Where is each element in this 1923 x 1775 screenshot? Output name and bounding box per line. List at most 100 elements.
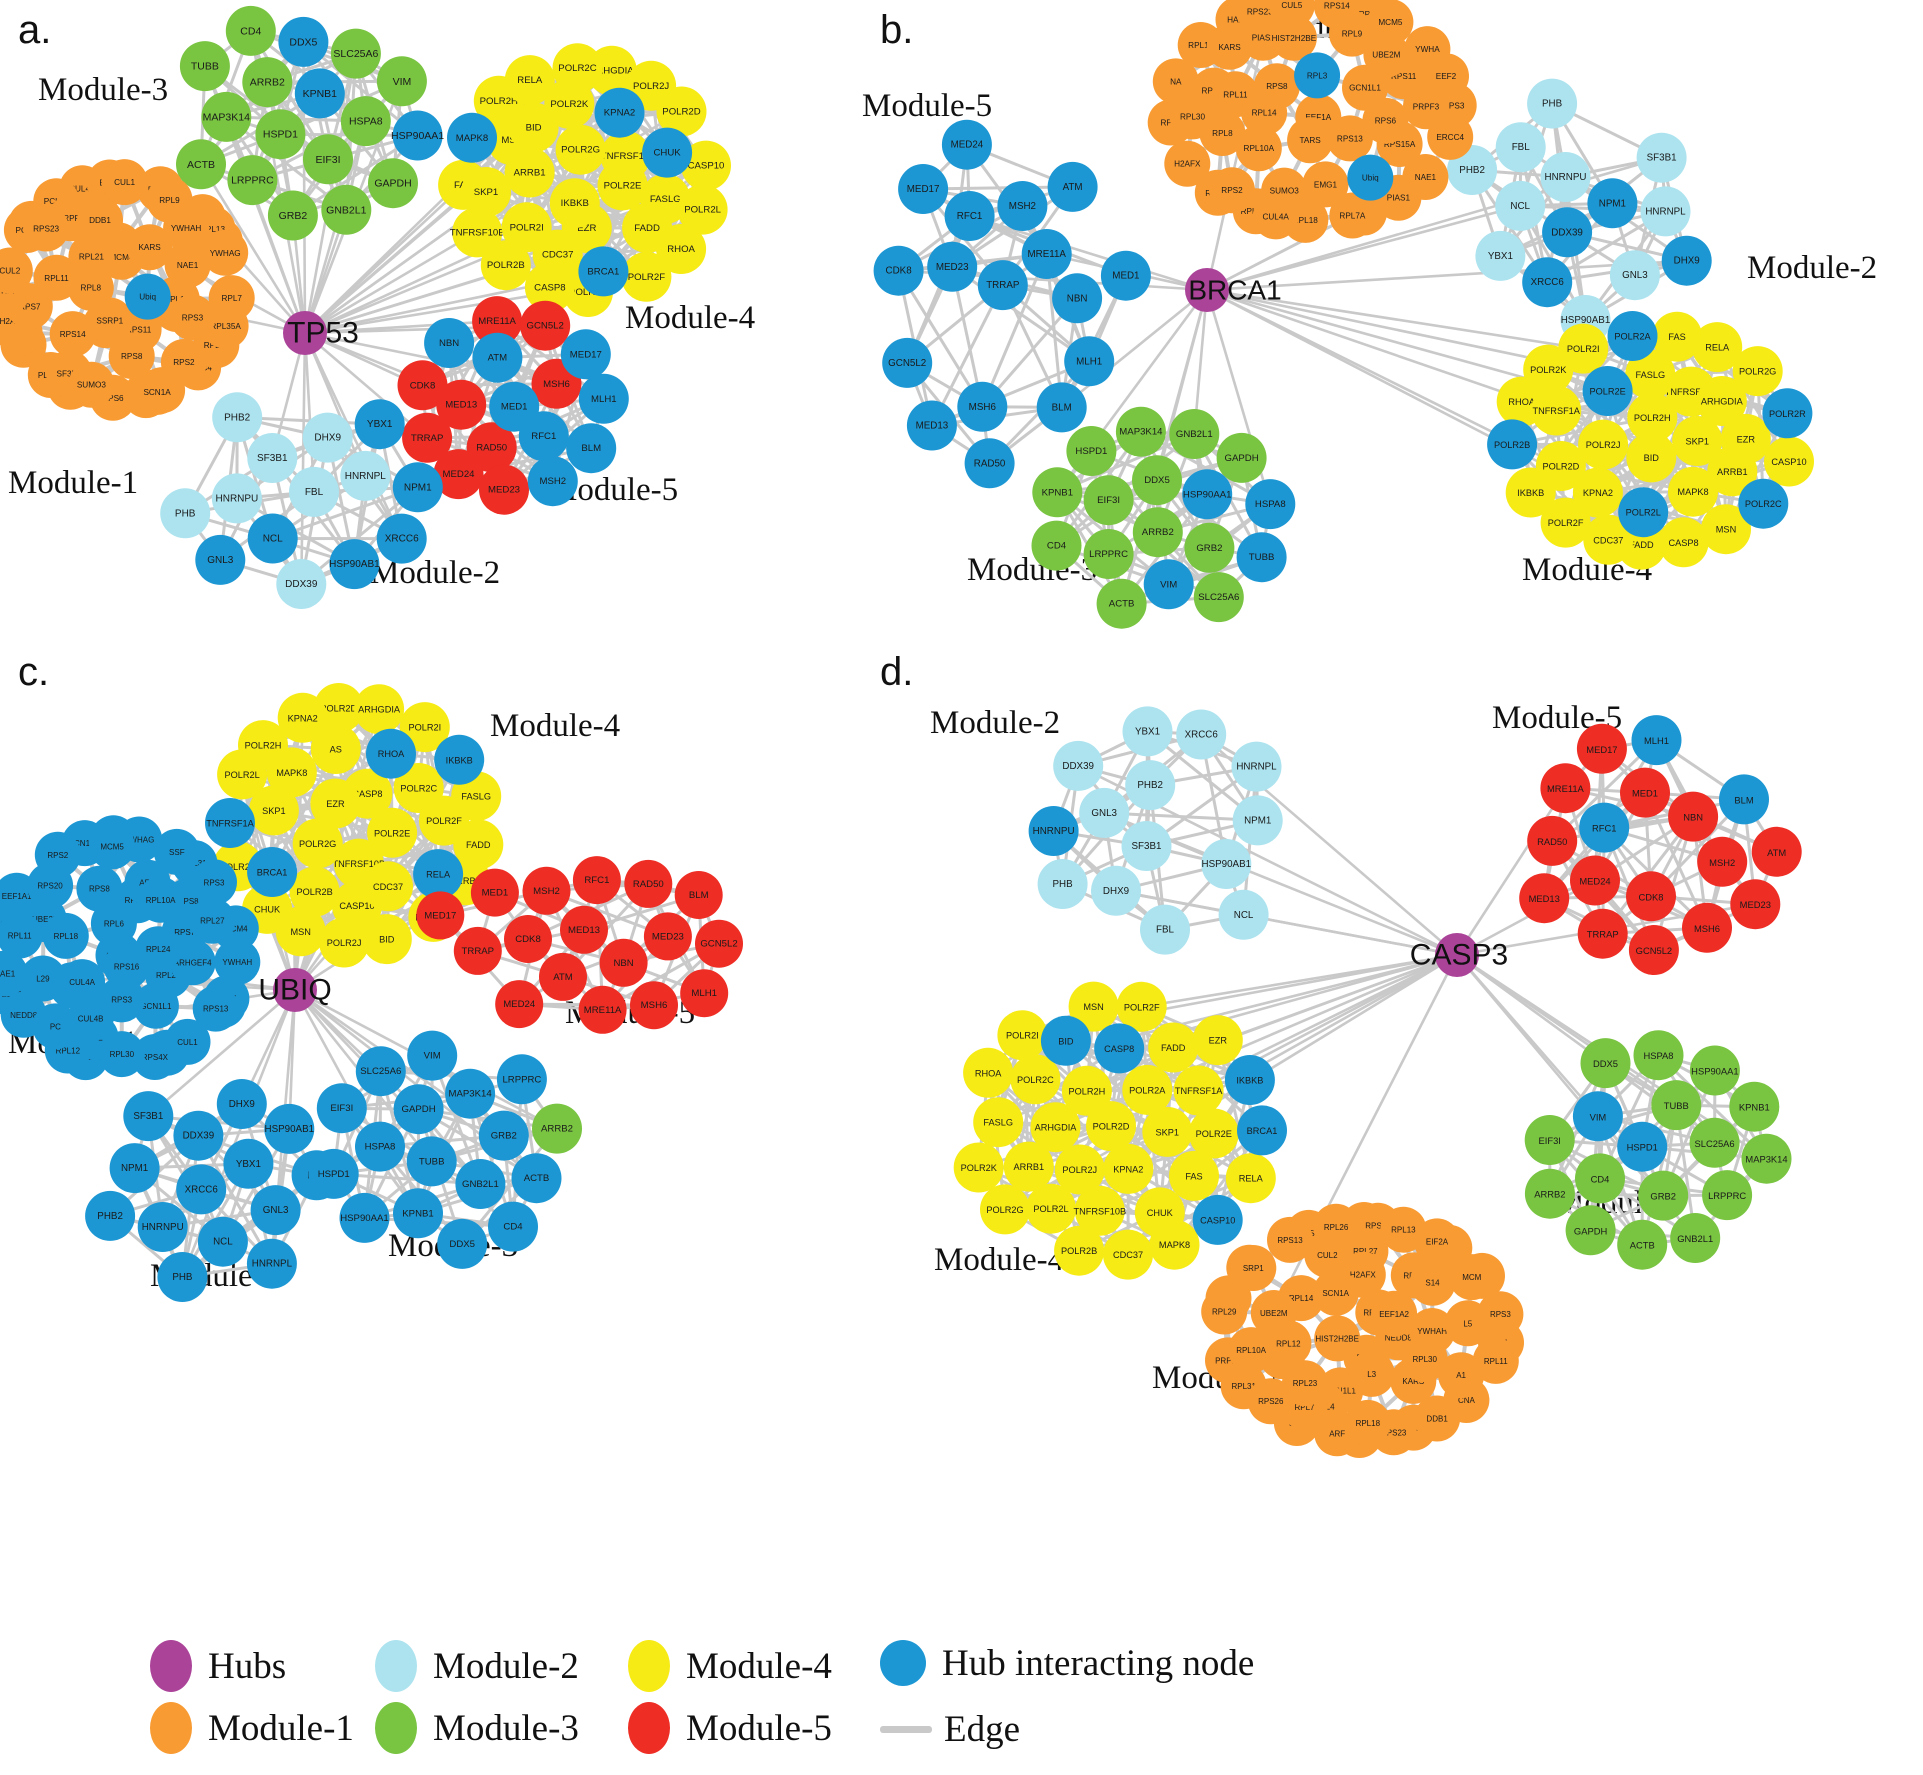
network-node[interactable] <box>1096 578 1147 629</box>
network-node[interactable] <box>355 1121 405 1172</box>
network-node[interactable] <box>248 785 299 836</box>
network-node[interactable] <box>1668 791 1719 842</box>
network-node[interactable] <box>1122 706 1173 757</box>
network-node[interactable] <box>1580 1038 1631 1089</box>
network-node[interactable] <box>478 1110 529 1161</box>
network-node[interactable] <box>906 400 957 451</box>
network-node[interactable] <box>0 247 33 294</box>
network-node[interactable] <box>173 1110 224 1161</box>
network-node[interactable] <box>277 692 328 743</box>
network-node[interactable] <box>340 450 391 501</box>
network-node[interactable] <box>392 462 443 513</box>
network-node[interactable] <box>1672 416 1723 466</box>
network-node[interactable] <box>308 1148 359 1199</box>
network-node[interactable] <box>247 433 298 483</box>
network-node[interactable] <box>134 368 181 415</box>
network-node[interactable] <box>1692 322 1743 373</box>
network-node[interactable] <box>225 5 276 56</box>
network-node[interactable] <box>98 976 145 1023</box>
network-node[interactable] <box>1575 1153 1625 1204</box>
network-node[interactable] <box>126 224 173 271</box>
network-node[interactable] <box>1230 1245 1277 1291</box>
network-node[interactable] <box>212 392 263 443</box>
network-node[interactable] <box>1505 467 1556 518</box>
network-node[interactable] <box>630 981 678 1030</box>
network-node[interactable] <box>424 318 475 368</box>
network-node[interactable] <box>1125 760 1176 811</box>
network-node[interactable] <box>997 1010 1048 1061</box>
network-node[interactable] <box>354 684 405 735</box>
network-node[interactable] <box>33 254 80 301</box>
network-node[interactable] <box>1522 257 1573 308</box>
network-node[interactable] <box>599 938 648 987</box>
network-node[interactable] <box>1738 478 1789 529</box>
network-node[interactable] <box>247 513 298 564</box>
network-node[interactable] <box>201 91 252 142</box>
network-node[interactable] <box>1209 167 1255 214</box>
network-node[interactable] <box>1362 97 1409 144</box>
network-node[interactable] <box>242 57 293 108</box>
network-node[interactable] <box>302 412 353 463</box>
network-node[interactable] <box>555 124 606 175</box>
network-node[interactable] <box>367 807 418 858</box>
network-node[interactable] <box>1028 806 1079 856</box>
network-node[interactable] <box>179 41 230 92</box>
network-node[interactable] <box>1344 1399 1391 1446</box>
network-node[interactable] <box>1380 1206 1427 1253</box>
network-node[interactable] <box>1495 180 1546 231</box>
network-node[interactable] <box>202 229 249 276</box>
network-node[interactable] <box>433 449 484 500</box>
network-node[interactable] <box>656 86 707 137</box>
network-node[interactable] <box>560 905 608 954</box>
network-node[interactable] <box>1542 207 1593 258</box>
network-node[interactable] <box>624 859 673 908</box>
network-node[interactable] <box>23 205 70 252</box>
network-node[interactable] <box>1192 1194 1243 1245</box>
network-node[interactable] <box>1231 741 1282 792</box>
network-node[interactable] <box>1103 1143 1154 1194</box>
network-node[interactable] <box>1402 154 1449 200</box>
network-node[interactable] <box>1583 514 1634 565</box>
network-node[interactable] <box>560 329 611 380</box>
network-node[interactable] <box>453 926 502 975</box>
network-node[interactable] <box>695 919 743 968</box>
network-node[interactable] <box>289 466 339 517</box>
network-node[interactable] <box>1100 250 1151 301</box>
network-node[interactable] <box>1201 1288 1248 1335</box>
network-node[interactable] <box>123 1091 174 1142</box>
network-node[interactable] <box>1741 1133 1792 1184</box>
network-node[interactable] <box>402 412 453 463</box>
network-node[interactable] <box>1427 113 1474 160</box>
network-node[interactable] <box>1565 1205 1616 1256</box>
network-node[interactable] <box>1164 140 1211 187</box>
network-node[interactable] <box>1558 323 1609 374</box>
network-node[interactable] <box>267 190 318 241</box>
network-node[interactable] <box>1438 1352 1485 1399</box>
network-node[interactable] <box>997 181 1048 231</box>
network-node[interactable] <box>941 119 992 170</box>
network-node[interactable] <box>1618 487 1669 538</box>
network-node[interactable] <box>1527 78 1578 129</box>
network-node[interactable] <box>407 1030 458 1081</box>
network-node[interactable] <box>303 134 353 185</box>
network-node[interactable] <box>963 1047 1014 1098</box>
network-node[interactable] <box>479 464 529 515</box>
network-node[interactable] <box>1134 1187 1185 1238</box>
network-node[interactable] <box>1627 392 1678 443</box>
network-node[interactable] <box>873 245 924 296</box>
network-node[interactable] <box>321 184 372 235</box>
network-node[interactable] <box>1184 522 1235 573</box>
network-node[interactable] <box>1103 1229 1153 1280</box>
network-node[interactable] <box>434 734 485 785</box>
network-node[interactable] <box>1719 774 1769 825</box>
network-node[interactable] <box>496 1054 547 1105</box>
network-node[interactable] <box>406 1136 457 1187</box>
network-node[interactable] <box>164 241 211 288</box>
network-node[interactable] <box>436 379 487 430</box>
network-node[interactable] <box>68 361 115 408</box>
network-node[interactable] <box>1652 311 1703 362</box>
network-node[interactable] <box>1094 1023 1145 1074</box>
network-node[interactable] <box>470 868 519 917</box>
network-node[interactable] <box>1495 122 1546 173</box>
network-node[interactable] <box>1631 715 1682 766</box>
